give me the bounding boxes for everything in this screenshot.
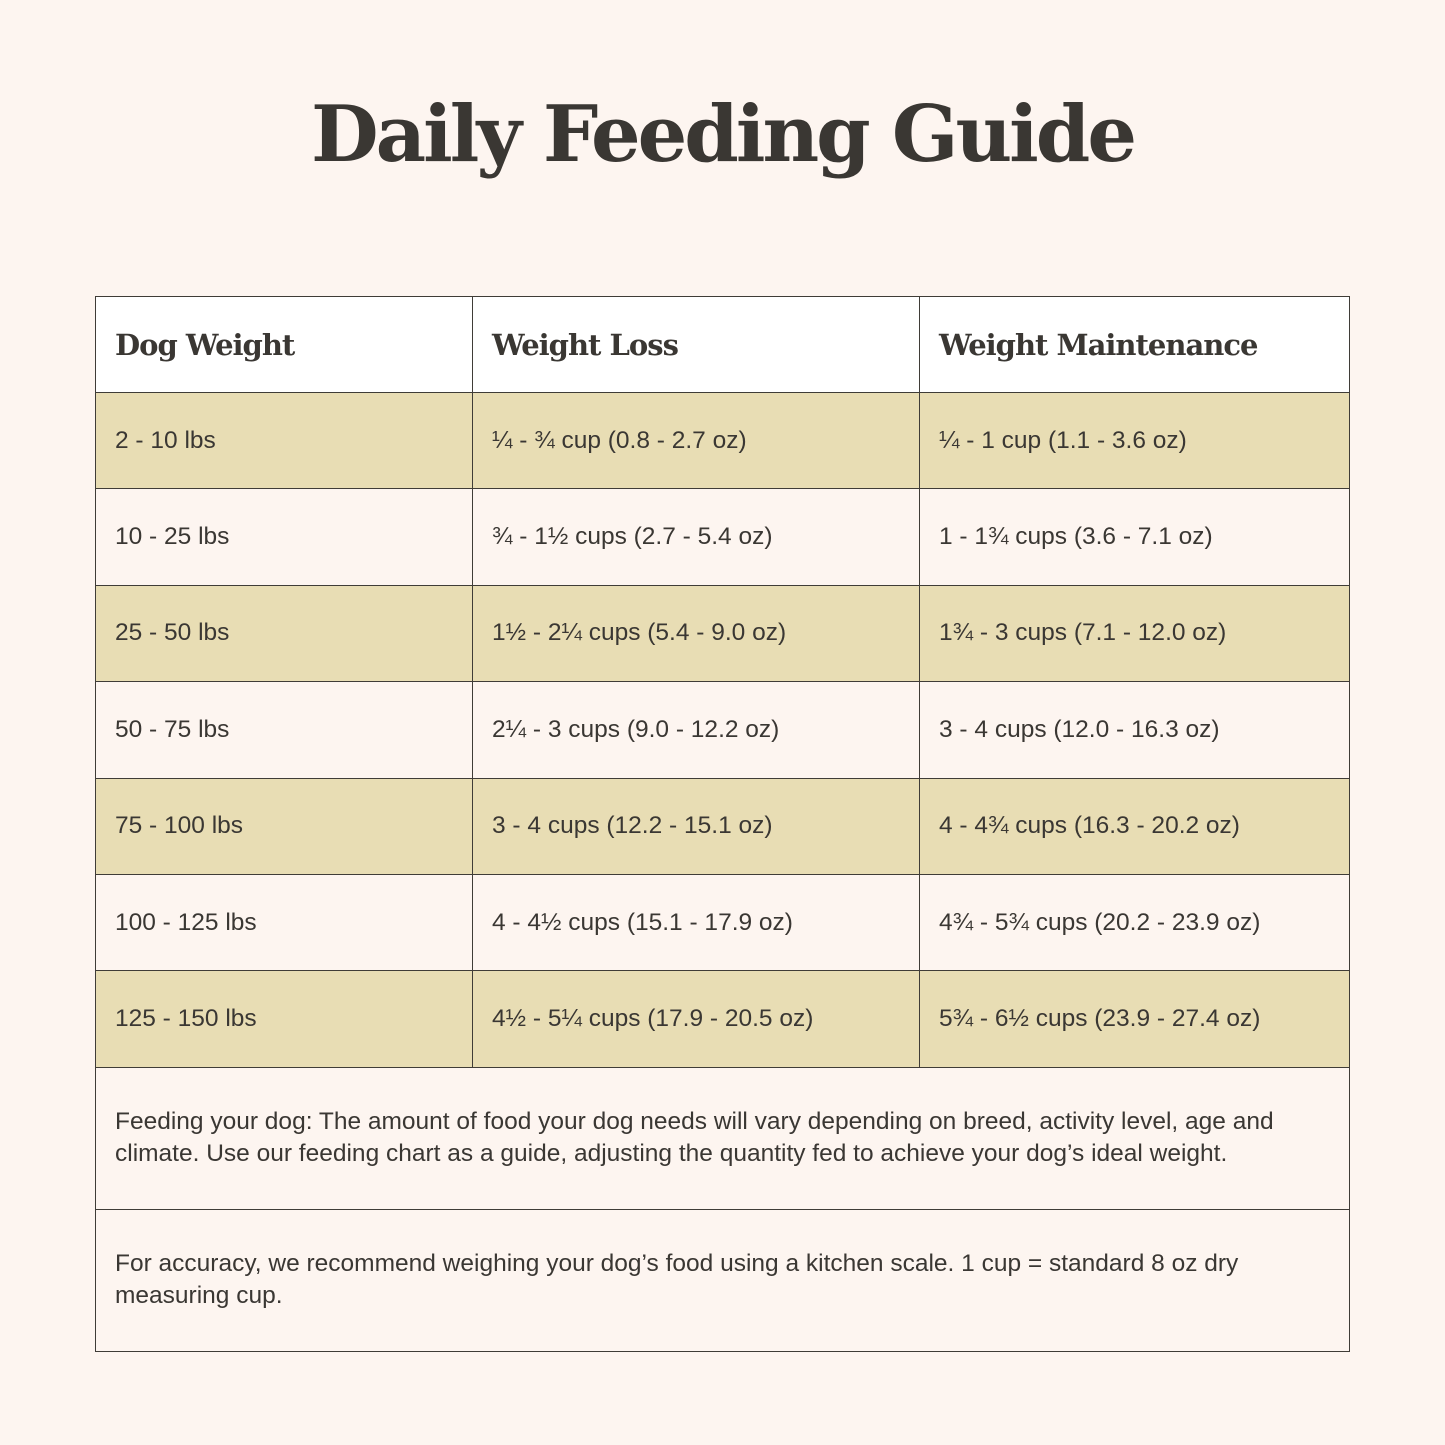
- weight-maintenance-cell: ¼ - 1 cup (1.1 - 3.6 oz): [939, 426, 1187, 454]
- dog-weight-cell: 100 - 125 lbs: [96, 874, 473, 971]
- dog-weight-cell: 125 - 150 lbs: [96, 971, 473, 1067]
- weight-maintenance-cell: 1¾ - 3 cups (7.1 - 12.0 oz): [939, 619, 1227, 647]
- dog-weight-cell: 25 - 50 lbs: [96, 585, 473, 682]
- header-weight-maintenance: Weight Maintenance: [939, 327, 1258, 362]
- weight-maintenance-cell: 4¾ - 5¾ cups (20.2 - 23.9 oz): [939, 908, 1261, 936]
- weight-loss-cell: 2¼ - 3 cups (9.0 - 12.2 oz): [473, 682, 920, 778]
- accuracy-note: For accuracy, we recommend weighing your…: [96, 1210, 1349, 1351]
- table-header-row: Dog Weight Weight Loss Weight Maintenanc…: [96, 297, 1349, 393]
- table-row: 2 - 10 lbs ¼ - ¾ cup (0.8 - 2.7 oz) ¼ - …: [96, 393, 1349, 490]
- dog-weight-cell: 10 - 25 lbs: [96, 489, 473, 585]
- dog-weight-cell: 2 - 10 lbs: [96, 393, 473, 489]
- header-weight-loss: Weight Loss: [473, 297, 920, 392]
- weight-loss-cell: ¼ - ¾ cup (0.8 - 2.7 oz): [473, 393, 920, 489]
- feeding-table: Dog Weight Weight Loss Weight Maintenanc…: [95, 296, 1350, 1352]
- feeding-note-text: Feeding your dog: The amount of food you…: [115, 1108, 1274, 1168]
- table-row: 25 - 50 lbs 1½ - 2¼ cups (5.4 - 9.0 oz) …: [96, 585, 1349, 683]
- weight-loss-cell: ¾ - 1½ cups (2.7 - 5.4 oz): [473, 489, 920, 585]
- weight-loss-cell: 4 - 4½ cups (15.1 - 17.9 oz): [473, 874, 920, 971]
- weight-maintenance-cell: 3 - 4 cups (12.0 - 16.3 oz): [939, 715, 1220, 743]
- table-row: 50 - 75 lbs 2¼ - 3 cups (9.0 - 12.2 oz) …: [96, 682, 1349, 779]
- page-title: Daily Feeding Guide: [311, 89, 1137, 180]
- header-dog-weight: Dog Weight: [96, 297, 473, 392]
- table-row: 75 - 100 lbs 3 - 4 cups (12.2 - 15.1 oz)…: [96, 778, 1349, 875]
- weight-maintenance-cell: 4 - 4¾ cups (16.3 - 20.2 oz): [939, 812, 1240, 840]
- table-row: 10 - 25 lbs ¾ - 1½ cups (2.7 - 5.4 oz) 1…: [96, 489, 1349, 586]
- dog-weight-cell: 50 - 75 lbs: [96, 682, 473, 778]
- feeding-note: Feeding your dog: The amount of food you…: [96, 1068, 1349, 1210]
- weight-loss-cell: 4½ - 5¼ cups (17.9 - 20.5 oz): [473, 971, 920, 1067]
- weight-loss-cell: 3 - 4 cups (12.2 - 15.1 oz): [473, 778, 920, 874]
- weight-maintenance-cell: 5¾ - 6½ cups (23.9 - 27.4 oz): [939, 1005, 1261, 1033]
- weight-loss-cell: 1½ - 2¼ cups (5.4 - 9.0 oz): [473, 585, 920, 682]
- accuracy-note-text: For accuracy, we recommend weighing your…: [115, 1250, 1239, 1310]
- dog-weight-cell: 75 - 100 lbs: [96, 778, 473, 874]
- weight-maintenance-cell: 1 - 1¾ cups (3.6 - 7.1 oz): [939, 523, 1213, 551]
- table-row: 100 - 125 lbs 4 - 4½ cups (15.1 - 17.9 o…: [96, 874, 1349, 972]
- table-row: 125 - 150 lbs 4½ - 5¼ cups (17.9 - 20.5 …: [96, 971, 1349, 1068]
